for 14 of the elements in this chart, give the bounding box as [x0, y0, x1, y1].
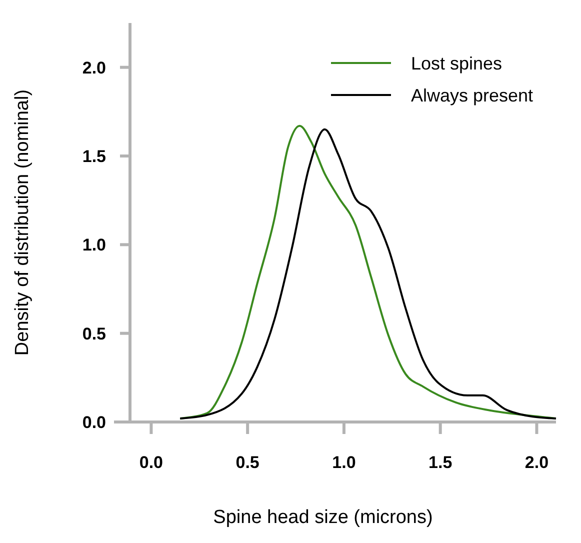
x-tick-label: 0.5 [236, 453, 260, 472]
x-tick-label: 1.0 [332, 453, 356, 472]
x-tick-label: 2.0 [524, 453, 549, 472]
y-tick-label: 1.0 [82, 236, 106, 255]
y-tick-label: 0.0 [82, 412, 106, 432]
x-tick-label: 1.5 [428, 453, 452, 472]
y-axis-title: Density of distribution (nominal) [12, 89, 33, 356]
legend-label: Always present [411, 85, 534, 106]
x-axis-title: Spine head size (microns) [213, 507, 433, 528]
y-tick-label: 2.0 [82, 58, 106, 78]
legend-label: Lost spines [411, 53, 502, 74]
y-tick-label: 1.5 [82, 146, 106, 166]
y-tick-label: 0.5 [82, 324, 106, 344]
x-tick-label: 0.0 [139, 453, 164, 472]
